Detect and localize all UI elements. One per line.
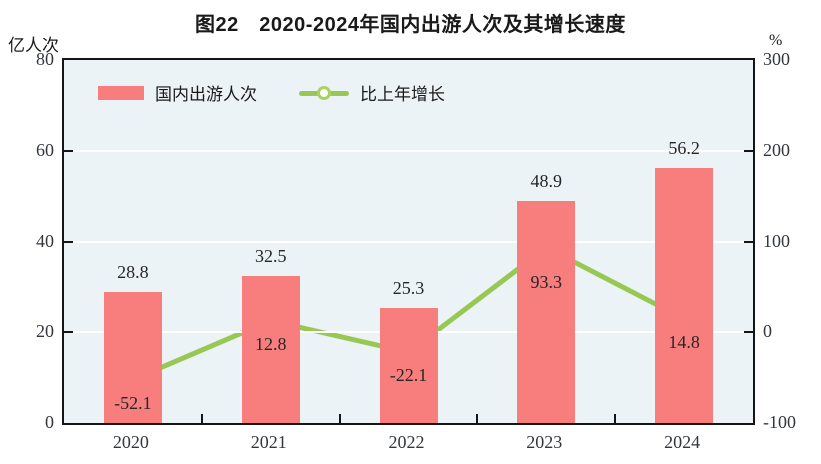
bar-value-label: 56.2 [668, 137, 700, 158]
left-axis-tick-label: 0 [45, 412, 54, 432]
bar-value-label: 25.3 [392, 278, 425, 299]
x-axis-label: 2022 [388, 432, 425, 452]
x-axis-label: 2023 [526, 432, 563, 452]
bar-value-label: 48.9 [530, 171, 563, 192]
legend-bar-label: 国内出游人次 [155, 85, 257, 104]
left-axis-tick-label: 20 [36, 321, 54, 342]
left-axis-tick [64, 149, 73, 152]
growth-value-label: -22.1 [389, 365, 428, 386]
gridline [64, 240, 753, 243]
gridline [64, 149, 753, 152]
chart-title: 图22 2020-2024年国内出游人次及其增长速度 [195, 14, 626, 36]
bar-2024 [655, 168, 714, 423]
legend: 国内出游人次 比上年增长 [98, 80, 445, 105]
left-axis-tick [64, 240, 73, 243]
x-axis-tick [614, 414, 617, 423]
right-axis-unit-label: % [769, 32, 783, 49]
left-axis-tick-label: 60 [36, 139, 54, 160]
bar-value-label: 28.8 [117, 262, 149, 283]
left-axis-tick [64, 331, 73, 334]
left-axis-tick-label: 40 [36, 230, 54, 251]
x-axis-label: 2021 [250, 432, 287, 452]
growth-value-label: -52.1 [114, 392, 152, 413]
right-axis-tick-label: -100 [763, 412, 796, 432]
right-axis-tick [744, 240, 753, 243]
bar-2023 [517, 201, 576, 423]
right-axis-tick-label: 300 [763, 49, 790, 69]
right-axis-tick-label: 100 [763, 230, 790, 251]
x-axis-tick [476, 414, 479, 423]
right-axis-tick-label: 200 [763, 139, 790, 160]
growth-value-label: 12.8 [254, 333, 287, 354]
left-axis-tick-label: 80 [36, 49, 54, 69]
left-axis-unit-label: 亿人次 [8, 36, 59, 55]
line-series-swatch-icon [299, 85, 349, 100]
right-axis-tick-label: 0 [763, 321, 772, 342]
x-axis-tick [200, 414, 203, 423]
bar-2020 [103, 292, 162, 423]
right-axis-tick [744, 331, 753, 334]
legend-line-label: 比上年增长 [360, 85, 445, 104]
growth-value-label: 14.8 [668, 331, 700, 352]
right-axis-tick [744, 149, 753, 152]
bar-2022 [379, 308, 438, 423]
plot-area: 国内出游人次 比上年增长 28.8 32.5 25.3 48.9 56.2 -52.1 12… [62, 58, 755, 425]
x-axis-label: 2020 [112, 432, 149, 452]
bar-value-label: 32.5 [254, 245, 287, 266]
x-axis-label: 2024 [664, 432, 701, 452]
bar-2021 [241, 275, 300, 423]
growth-value-label: 93.3 [530, 271, 563, 292]
x-axis-tick [338, 414, 341, 423]
bar-series-swatch-icon [98, 85, 144, 100]
